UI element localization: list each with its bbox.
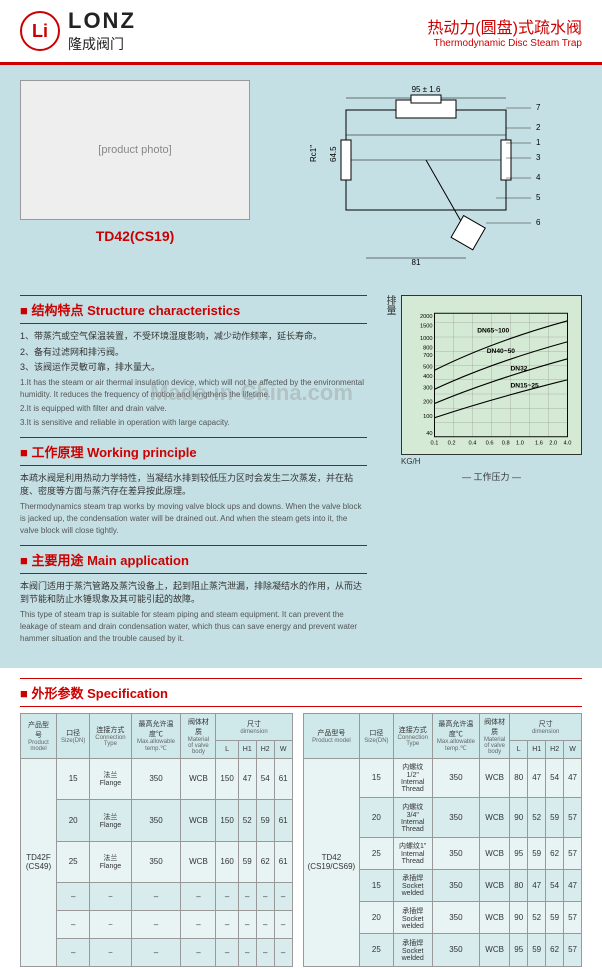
svg-text:5: 5 (536, 193, 541, 202)
application-text: 本阀门适用于蒸汽管路及蒸汽设备上，起到阻止蒸汽泄漏，排除凝结水的作用，从而达到节… (20, 580, 367, 645)
svg-text:800: 800 (423, 345, 433, 351)
dim-left: Rc1" (309, 145, 318, 162)
photo-box: [product photo] TD42(CS19) (20, 80, 250, 270)
table-row: TD42F (CS49)15法兰Flange350WCB150475461 (21, 758, 293, 800)
svg-text:DN40~50: DN40~50 (487, 348, 516, 355)
spec-table-right: 产品型号Product model口径Size(DN)连接方式Connectio… (303, 713, 582, 967)
table-row: 25法兰Flange350WCB160596261 (21, 841, 293, 883)
table-row: 20法兰Flange350WCB150525961 (21, 800, 293, 842)
svg-text:64.5: 64.5 (329, 146, 338, 162)
table-row: –––––––– (21, 911, 293, 939)
working-heading: 工作原理 Working principle (20, 437, 367, 466)
product-photo: [product photo] (20, 80, 250, 220)
svg-text:7: 7 (536, 103, 541, 112)
application-heading: 主要用途 Main application (20, 545, 367, 574)
technical-drawing: 95 ± 1.6 7 2 1 3 4 5 6 Rc1" 64.5 81 (270, 80, 582, 270)
svg-text:81: 81 (412, 258, 421, 267)
svg-text:700: 700 (423, 353, 433, 359)
logo-cn: 隆成阀门 (68, 34, 136, 54)
chart-xlabel: — 工作压力 — (401, 470, 582, 483)
chart-column: 排量 DN65~100 DN40~50 (382, 295, 582, 653)
capacity-chart: DN65~100 DN40~50 DN32 DN15~25 2000 1500 10… (401, 295, 582, 455)
svg-text:500: 500 (423, 364, 433, 370)
svg-text:2: 2 (536, 123, 541, 132)
svg-text:3: 3 (536, 153, 541, 162)
svg-text:6: 6 (536, 218, 541, 227)
table-row: TD42 (CS19/CS69)15内螺纹1/2" Internal Threa… (303, 758, 581, 798)
text-column: 结构特点 Structure characteristics 1、带蒸汽或空气保… (20, 295, 367, 653)
svg-text:1000: 1000 (420, 336, 433, 342)
svg-text:0.1: 0.1 (431, 440, 439, 446)
spec-heading: 外形参数 Specification (20, 678, 582, 707)
svg-text:4.0: 4.0 (564, 440, 572, 446)
svg-text:DN65~100: DN65~100 (477, 327, 509, 334)
svg-text:300: 300 (423, 385, 433, 391)
svg-text:40: 40 (426, 431, 432, 437)
svg-text:0.8: 0.8 (502, 440, 510, 446)
title-group: 热动力(圆盘)式疏水阀 Thermodynamic Disc Steam Tra… (427, 14, 582, 49)
table-row: –––––––– (21, 938, 293, 966)
svg-text:1500: 1500 (420, 324, 433, 330)
structure-heading: 结构特点 Structure characteristics (20, 295, 367, 324)
svg-text:400: 400 (423, 374, 433, 380)
working-text: 本疏水阀是利用热动力学特性，当凝结水排到较低压力区时会发生二次蒸发，并在粘度、密… (20, 472, 367, 537)
svg-text:200: 200 (423, 400, 433, 406)
svg-text:DN15~25: DN15~25 (511, 382, 540, 389)
svg-text:1.0: 1.0 (516, 440, 524, 446)
svg-text:0.2: 0.2 (448, 440, 456, 446)
svg-text:4: 4 (536, 173, 541, 182)
svg-text:0.4: 0.4 (469, 440, 477, 446)
svg-text:1: 1 (536, 138, 541, 147)
dim-top: 95 ± 1.6 (412, 85, 441, 94)
title-cn: 热动力(圆盘)式疏水阀 (427, 14, 582, 38)
chart-ylabel: 排量 (382, 295, 397, 483)
logo-en: LONZ (68, 8, 136, 34)
title-en: Thermodynamic Disc Steam Trap (427, 38, 582, 49)
svg-text:100: 100 (423, 414, 433, 420)
svg-text:2.0: 2.0 (549, 440, 557, 446)
tables-row: 产品型号Product model口径Size(DN)连接方式Connectio… (20, 713, 582, 959)
table-row: –––––––– (21, 883, 293, 911)
model-label: TD42(CS19) (20, 228, 250, 244)
svg-text:2000: 2000 (420, 314, 433, 320)
leader-labels: 7 2 1 3 4 5 6 (486, 103, 541, 227)
logo-group: Li LONZ 隆成阀门 (20, 8, 136, 54)
svg-text:0.6: 0.6 (486, 440, 494, 446)
technical-section: [product photo] TD42(CS19) 95 ± 1.6 7 2 … (0, 65, 602, 285)
logo-mark: Li (20, 11, 60, 51)
svg-text:1.6: 1.6 (535, 440, 543, 446)
structure-bullets: 1、带蒸汽或空气保温装置，不受环境湿度影响，减少动作频率，延长寿命。 2、备有过… (20, 330, 367, 429)
svg-text:DN32: DN32 (511, 365, 528, 372)
spec-table-left: 产品型号Product model口径Size(DN)连接方式Connectio… (20, 713, 293, 967)
spec-section: 外形参数 Specification 产品型号Product model口径Si… (0, 668, 602, 969)
chart-yunit: KG/H (401, 457, 582, 466)
mid-section: 结构特点 Structure characteristics 1、带蒸汽或空气保… (0, 285, 602, 668)
page-header: Li LONZ 隆成阀门 热动力(圆盘)式疏水阀 Thermodynamic D… (0, 0, 602, 65)
